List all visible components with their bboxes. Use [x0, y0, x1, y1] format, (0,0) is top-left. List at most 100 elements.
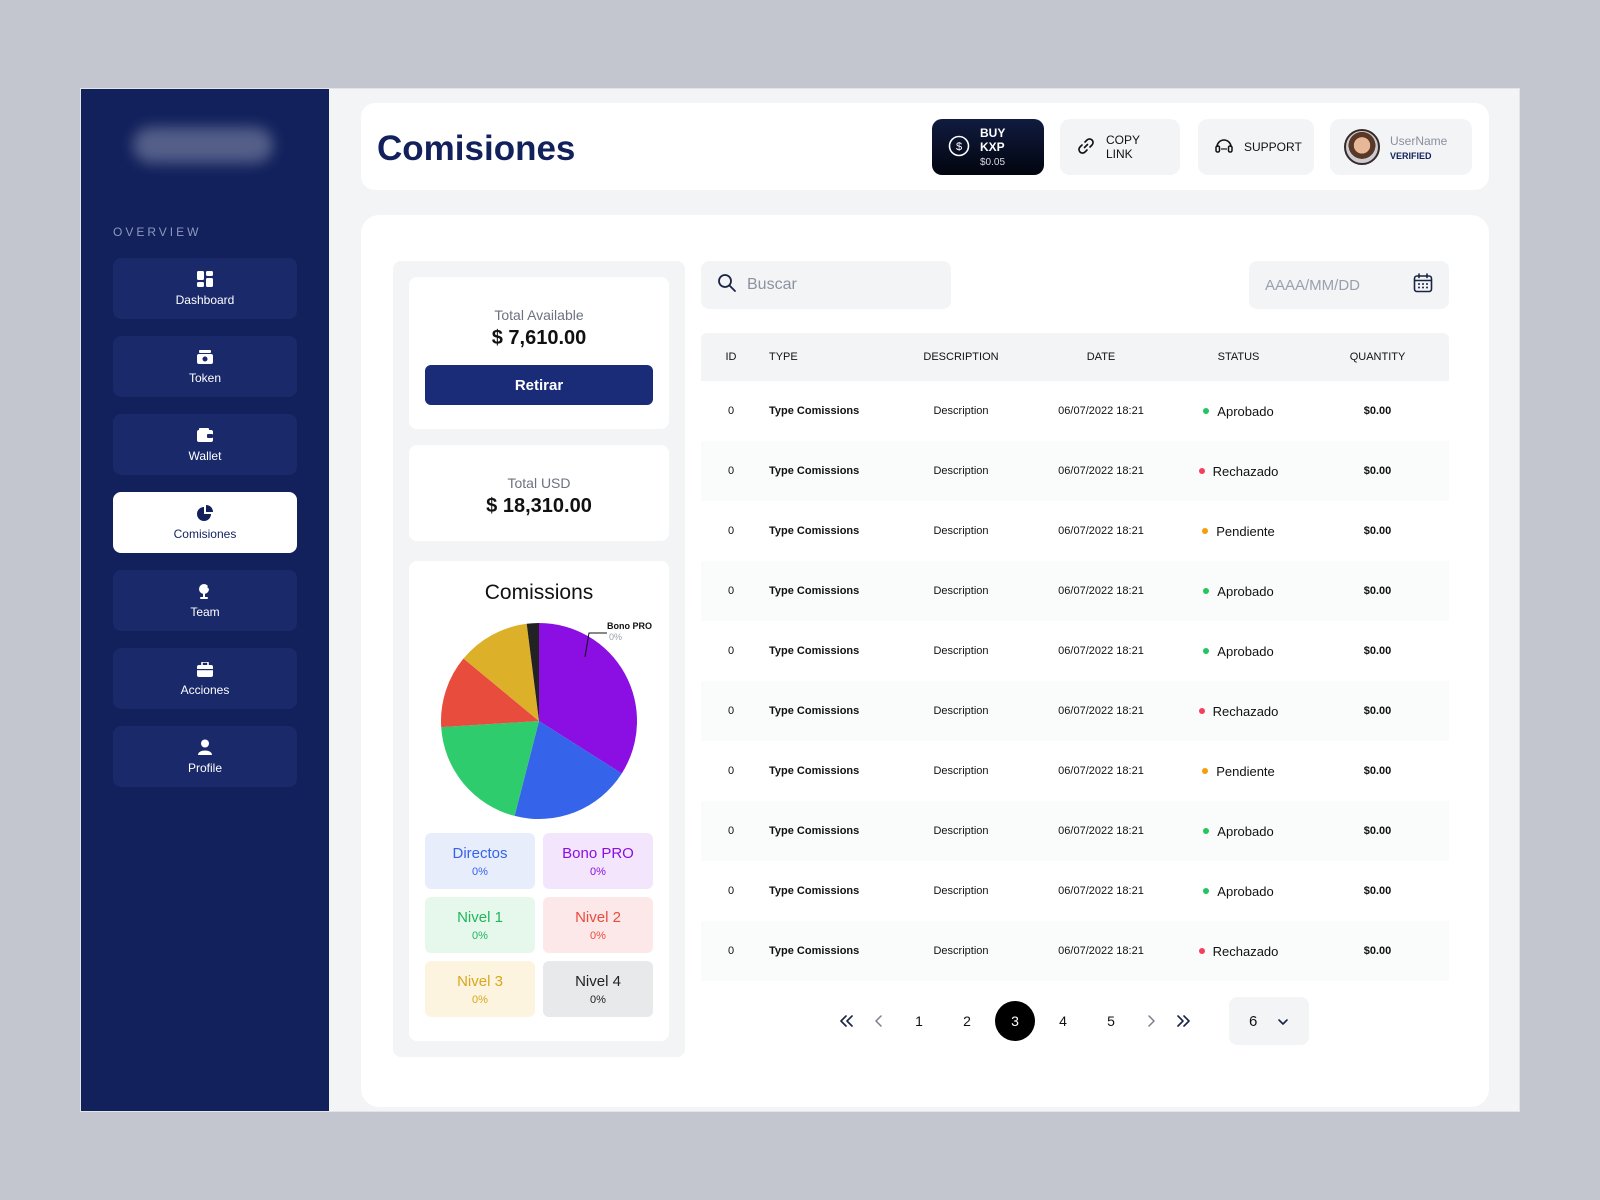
next-page-button[interactable]	[1135, 1001, 1167, 1041]
cell-quantity: $0.00	[1363, 825, 1392, 837]
sidebar-item-token[interactable]: Token	[113, 336, 297, 397]
cell-description: Description	[933, 405, 989, 417]
briefcase-icon	[196, 660, 214, 678]
table-row[interactable]: 0 Type Comissions Description 06/07/2022 18…	[701, 801, 1449, 861]
cell-quantity: $0.00	[1363, 645, 1392, 657]
col-header-date[interactable]: DATE	[1086, 351, 1116, 363]
buy-kxp-button[interactable]: $ BUY KXP $0.05	[932, 119, 1044, 175]
per-page-value: 6	[1249, 1012, 1258, 1030]
sidebar-item-dashboard[interactable]: Dashboard	[113, 258, 297, 319]
sidebar-item-label: Dashboard	[175, 293, 235, 307]
cell-type: Type Comissions	[769, 945, 860, 957]
status-dot	[1198, 948, 1205, 954]
table-row[interactable]: 0 Type Comissions Description 06/07/2022 18…	[701, 861, 1449, 921]
legend-item-directos[interactable]: Directos 0%	[425, 833, 535, 889]
copy-link-button[interactable]: COPY LINK	[1060, 119, 1180, 175]
table-row[interactable]: 0 Type Comissions Description 06/07/2022 18…	[701, 561, 1449, 621]
col-header-type[interactable]: TYPE	[769, 351, 798, 363]
commissions-table: ID TYPE DESCRIPTION DATE STATUS QUANTITY…	[701, 333, 1449, 981]
cell-date: 06/07/2022 18:21	[1058, 885, 1144, 897]
sidebar-item-comisiones[interactable]: Comisiones	[113, 492, 297, 553]
user-icon	[196, 738, 214, 756]
search-input[interactable]: Buscar	[701, 261, 951, 309]
retirar-button[interactable]: Retirar	[425, 365, 653, 405]
headset-icon	[1214, 136, 1234, 159]
table-row[interactable]: 0 Type Comissions Description 06/07/2022 18…	[701, 381, 1449, 441]
legend-item-nivel-2[interactable]: Nivel 2 0%	[543, 897, 653, 953]
total-usd-value: $ 18,310.00	[486, 495, 592, 517]
user-menu[interactable]: UserName VERIFIED	[1330, 119, 1472, 175]
legend-name: Directos	[452, 844, 508, 862]
cell-status: Rechazado	[1171, 704, 1306, 719]
first-page-button[interactable]	[831, 1001, 863, 1041]
pie-slice-directos[interactable]	[514, 721, 622, 819]
pie-slice-nivel-1[interactable]	[441, 721, 539, 816]
page-2[interactable]: 2	[963, 1013, 971, 1029]
support-button[interactable]: SUPPORT	[1198, 119, 1314, 175]
sidebar-item-wallet[interactable]: Wallet	[113, 414, 297, 475]
page-3-current[interactable]: 3	[995, 1001, 1035, 1041]
chevron-right-icon	[1148, 1015, 1155, 1027]
status-dot	[1203, 828, 1210, 834]
legend-name: Nivel 2	[575, 908, 621, 926]
cell-date: 06/07/2022 18:21	[1058, 405, 1144, 417]
table-row[interactable]: 0 Type Comissions Description 06/07/2022 18…	[701, 921, 1449, 981]
table-row[interactable]: 0 Type Comissions Description 06/07/2022 18…	[701, 501, 1449, 561]
calendar-icon[interactable]	[1413, 272, 1433, 298]
page-4[interactable]: 4	[1059, 1013, 1067, 1029]
table-row[interactable]: 0 Type Comissions Description 06/07/2022 18…	[701, 681, 1449, 741]
cell-id: 0	[727, 525, 735, 537]
cell-description: Description	[933, 765, 989, 777]
app-window: OVERVIEW Dashboard Token Wallet	[80, 88, 1520, 1112]
status-dot	[1203, 588, 1210, 594]
pie-slice-bono-pro[interactable]	[539, 623, 637, 774]
pie-slice-nivel-3[interactable]	[463, 623, 539, 721]
sidebar-item-acciones[interactable]: Acciones	[113, 648, 297, 709]
per-page-select[interactable]: 6	[1229, 997, 1309, 1045]
date-filter-input[interactable]: AAAA/MM/DD	[1249, 261, 1449, 309]
table-body: 0 Type Comissions Description 06/07/2022 18…	[701, 381, 1449, 981]
pie-slice-nivel-2[interactable]	[441, 658, 539, 728]
legend-item-bono-pro[interactable]: Bono PRO 0%	[543, 833, 653, 889]
logo[interactable]	[133, 127, 273, 163]
cell-quantity: $0.00	[1363, 705, 1392, 717]
dashboard-icon	[196, 270, 214, 288]
cell-type: Type Comissions	[769, 465, 860, 477]
table-row[interactable]: 0 Type Comissions Description 06/07/2022 18…	[701, 621, 1449, 681]
legend-item-nivel-1[interactable]: Nivel 1 0%	[425, 897, 535, 953]
chevron-left-icon	[875, 1015, 882, 1027]
legend-item-nivel-4[interactable]: Nivel 4 0%	[543, 961, 653, 1017]
page-5[interactable]: 5	[1107, 1013, 1115, 1029]
cell-status: Aprobado	[1171, 884, 1306, 899]
sidebar-item-profile[interactable]: Profile	[113, 726, 297, 787]
page-1[interactable]: 1	[915, 1013, 923, 1029]
last-page-button[interactable]	[1167, 1001, 1199, 1041]
legend-percent: 0%	[472, 993, 488, 1006]
cell-date: 06/07/2022 18:21	[1058, 705, 1144, 717]
top-header: Comisiones $ BUY KXP $0.05 COPY LINK SUP…	[361, 103, 1489, 190]
cell-description: Description	[933, 465, 989, 477]
prev-page-button[interactable]	[863, 1001, 895, 1041]
cell-quantity: $0.00	[1363, 465, 1392, 477]
callout-label: Bono PRO	[607, 621, 652, 631]
col-header-quantity[interactable]: QUANTITY	[1349, 351, 1406, 363]
cell-date: 06/07/2022 18:21	[1058, 765, 1144, 777]
table-row[interactable]: 0 Type Comissions Description 06/07/2022 18…	[701, 741, 1449, 801]
cell-status: Aprobado	[1171, 404, 1306, 419]
col-header-id[interactable]: ID	[725, 351, 737, 363]
cell-date: 06/07/2022 18:21	[1058, 525, 1144, 537]
pie-slice-nivel-4[interactable]	[526, 623, 539, 721]
legend-percent: 0%	[590, 929, 606, 942]
cell-quantity: $0.00	[1363, 585, 1392, 597]
col-header-description[interactable]: DESCRIPTION	[923, 351, 999, 363]
table-row[interactable]: 0 Type Comissions Description 06/07/2022 18…	[701, 441, 1449, 501]
legend-item-nivel-3[interactable]: Nivel 3 0%	[425, 961, 535, 1017]
verified-badge: VERIFIED	[1390, 150, 1432, 161]
cell-date: 06/07/2022 18:21	[1058, 465, 1144, 477]
cell-quantity: $0.00	[1363, 765, 1392, 777]
legend-percent: 0%	[590, 993, 606, 1006]
total-usd-label: Total USD	[507, 475, 571, 491]
sidebar-item-team[interactable]: Team	[113, 570, 297, 631]
col-header-status[interactable]: STATUS	[1217, 351, 1260, 363]
cell-id: 0	[727, 405, 735, 417]
